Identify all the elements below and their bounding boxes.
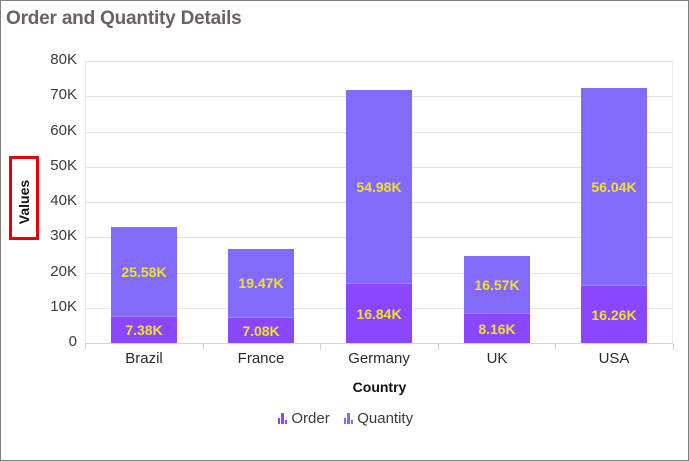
y-tick-label: 20K (50, 263, 77, 280)
data-label: 16.84K (356, 305, 402, 322)
data-label: 7.38K (125, 322, 163, 338)
y-axis-title: Values (16, 179, 32, 225)
bar-usa[interactable]: 56.04K 16.26K (581, 88, 647, 343)
chart-title: Order and Quantity Details (6, 8, 242, 29)
bar-segment-order[interactable]: 7.38K (111, 317, 177, 343)
bar-segment-quantity[interactable]: 16.57K (464, 256, 530, 314)
x-tick-label: Germany (348, 350, 410, 367)
y-tick-label: 70K (50, 86, 77, 103)
x-tick-mark (203, 344, 204, 350)
bar-segment-order[interactable]: 16.26K (581, 286, 647, 343)
legend: Order Quantity (0, 410, 689, 427)
y-tick-label: 40K (50, 192, 77, 209)
x-tick-mark (85, 344, 86, 350)
legend-label: Order (291, 410, 330, 427)
bar-segment-order[interactable]: 7.08K (228, 318, 294, 343)
bar-chart-icon (277, 413, 288, 424)
bar-segment-quantity[interactable]: 25.58K (111, 227, 177, 317)
y-tick-label: 80K (50, 51, 77, 68)
x-tick-label: USA (598, 350, 630, 367)
x-tick-mark (555, 344, 556, 350)
y-tick-label: 0 (68, 333, 77, 350)
y-axis-title-highlight (9, 156, 39, 240)
x-tick-label: UK (486, 350, 508, 367)
data-label: 16.57K (474, 276, 520, 293)
bar-germany[interactable]: 54.98K 16.84K (346, 90, 412, 343)
bar-segment-order[interactable]: 16.84K (346, 284, 412, 343)
bar-france[interactable]: 19.47K 7.08K (228, 249, 294, 343)
y-tick-label: 30K (50, 227, 77, 244)
legend-label: Quantity (357, 410, 414, 427)
bar-segment-quantity[interactable]: 19.47K (228, 249, 294, 318)
x-tick-mark (320, 344, 321, 350)
y-tick-label: 10K (50, 298, 77, 315)
data-label: 56.04K (591, 178, 637, 195)
data-label: 8.16K (478, 320, 516, 337)
x-axis-title: Country (352, 379, 407, 395)
bar-brazil[interactable]: 25.58K 7.38K (111, 227, 177, 343)
bar-uk[interactable]: 16.57K 8.16K (464, 256, 530, 343)
bar-chart-icon (343, 413, 354, 424)
y-tick-label: 60K (50, 122, 77, 139)
bar-segment-quantity[interactable]: 56.04K (581, 88, 647, 286)
x-axis-line (85, 343, 673, 344)
x-tick-mark (673, 344, 674, 350)
legend-item-order[interactable]: Order (277, 410, 330, 427)
data-label: 16.26K (591, 306, 637, 323)
bar-segment-quantity[interactable]: 54.98K (346, 90, 412, 284)
gridline (85, 61, 673, 62)
y-tick-label: 50K (50, 157, 77, 174)
data-label: 7.08K (242, 322, 280, 339)
bar-segment-order[interactable]: 8.16K (464, 314, 530, 343)
x-tick-label: Brazil (125, 350, 163, 367)
data-label: 54.98K (356, 178, 402, 195)
data-label: 25.58K (121, 263, 167, 280)
data-label: 19.47K (238, 275, 284, 291)
legend-item-quantity[interactable]: Quantity (343, 410, 414, 427)
x-tick-mark (438, 344, 439, 350)
x-tick-label: France (237, 350, 285, 367)
